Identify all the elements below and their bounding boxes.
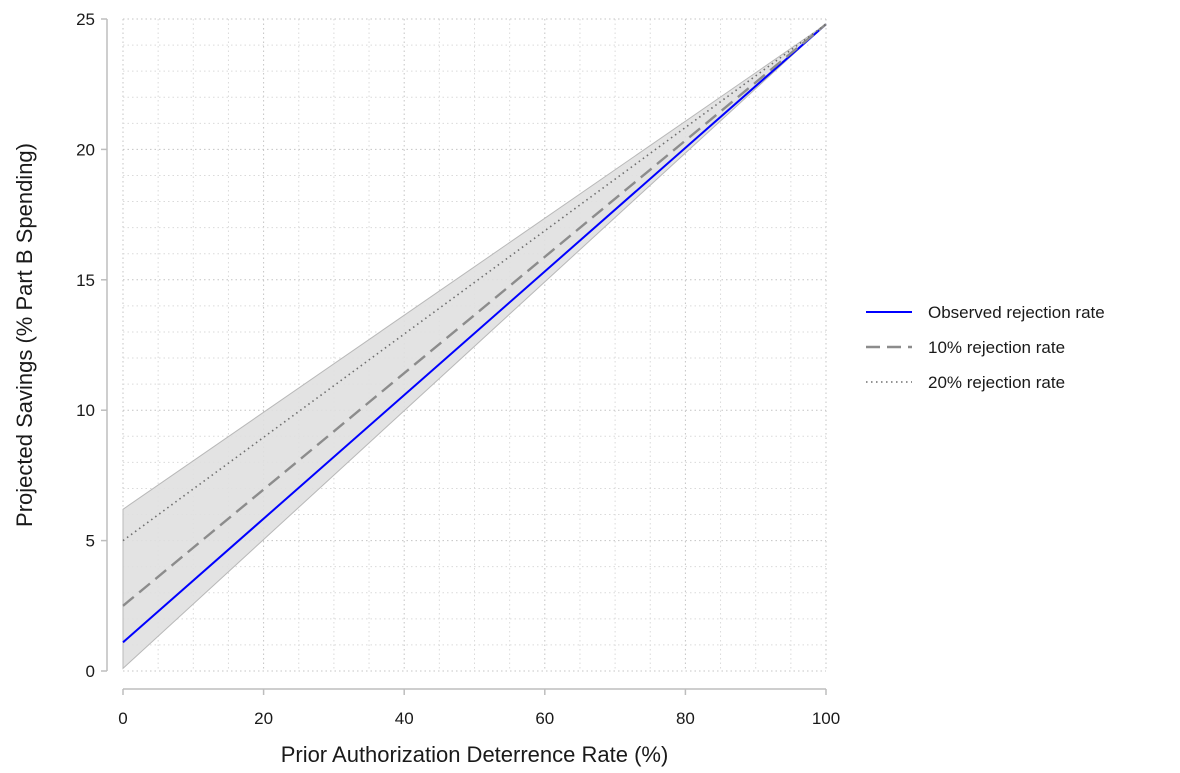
legend-label-1: Observed rejection rate (928, 303, 1105, 322)
y-tick-label: 25 (76, 10, 95, 29)
y-tick-label: 5 (86, 532, 95, 551)
legend: Observed rejection rate 10% rejection rat… (866, 303, 1105, 392)
legend-label-3: 20% rejection rate (928, 373, 1065, 392)
x-tick-label: 0 (118, 709, 127, 728)
series-line-1 (122, 23, 827, 644)
y-axis-title: Projected Savings (% Part B Spending) (12, 143, 37, 527)
series-lines (122, 23, 827, 644)
y-tick-label: 20 (76, 140, 95, 159)
y-tick-label: 10 (76, 401, 95, 420)
legend-label-2: 10% rejection rate (928, 338, 1065, 357)
y-tick-label: 15 (76, 271, 95, 290)
x-tick-label: 80 (676, 709, 695, 728)
x-axis-title: Prior Authorization Deterrence Rate (%) (281, 742, 669, 767)
y-tick-label: 0 (86, 662, 95, 681)
series-line-3 (122, 23, 827, 542)
axes: 0 5 10 15 20 25 0 20 40 60 80 100 Prior Authorizatio… (12, 10, 840, 767)
x-tick-label: 100 (812, 709, 840, 728)
x-tick-label: 40 (395, 709, 414, 728)
uncertainty-band (122, 23, 827, 670)
x-tick-label: 60 (535, 709, 554, 728)
series-line-2 (122, 23, 827, 607)
band-area (122, 23, 827, 670)
x-tick-label: 20 (254, 709, 273, 728)
